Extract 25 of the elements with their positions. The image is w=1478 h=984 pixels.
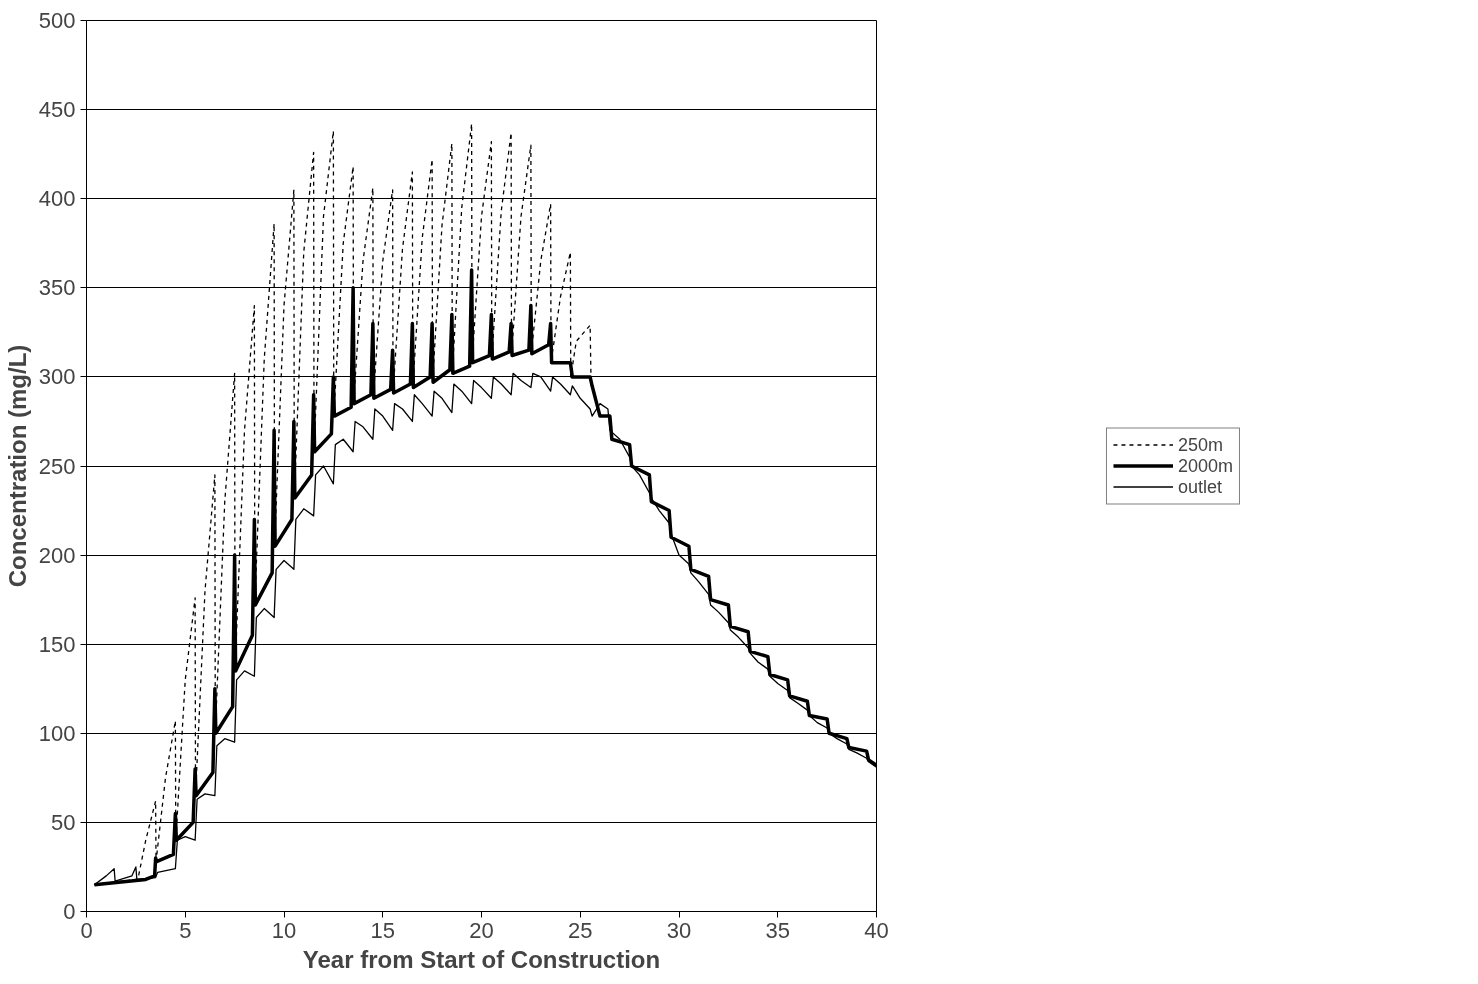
y-tick-label: 350 (38, 275, 76, 301)
y-tick-label: 150 (38, 631, 76, 657)
x-tick-label: 30 (666, 917, 692, 943)
y-tick-label: 200 (38, 542, 76, 568)
x-tick-label: 15 (370, 917, 395, 943)
y-tick-label: 50 (51, 809, 76, 835)
y-axis-title: Concentration (mg/L) (3, 344, 31, 588)
y-tick-label: 300 (38, 364, 76, 390)
x-tick-label: 25 (568, 917, 593, 943)
y-tick-label: 500 (38, 8, 76, 33)
y-tick-label: 0 (63, 899, 76, 924)
x-tick-label: 5 (179, 917, 192, 943)
y-tick-label: 450 (38, 97, 76, 123)
y-tick-label: 100 (38, 720, 76, 746)
x-tick-label: 0 (80, 917, 93, 943)
x-tick-label: 35 (765, 917, 790, 943)
x-tick-label: 20 (469, 917, 494, 943)
x-tick-label: 40 (864, 917, 889, 943)
y-tick-label: 250 (38, 453, 76, 479)
legend-label: outlet (1177, 476, 1223, 497)
x-tick-label: 10 (271, 917, 297, 943)
legend-label: 2000m (1177, 455, 1234, 476)
legend-label: 250m (1177, 434, 1224, 455)
x-axis-title: Year from Start of Construction (302, 945, 661, 973)
y-tick-label: 400 (38, 186, 76, 212)
